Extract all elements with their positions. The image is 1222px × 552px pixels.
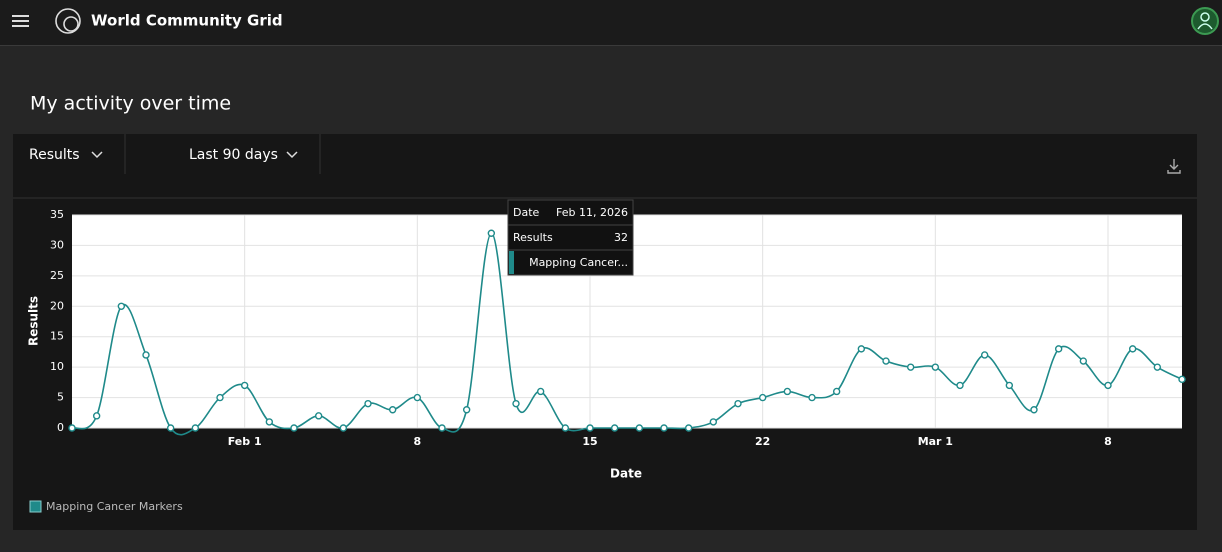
data-point [1128,345,1137,353]
logo [55,8,81,34]
y-tick-label: 0 [57,421,64,434]
data-point [512,399,520,408]
data-point [684,424,693,432]
data-point [339,424,348,432]
x-tick-label: 15 [582,435,597,448]
data-point [635,424,644,432]
x-axis-title: Date [610,467,642,481]
chevron [286,151,298,159]
data-point [758,393,767,402]
x-tick-label: 22 [755,435,770,448]
data-point [610,424,619,432]
data-point [142,351,150,359]
x-tick-label: Feb 1 [228,435,262,448]
tooltip-value: Feb 11, 2026 [556,206,628,219]
range-dropdown[interactable]: Last 90 days [189,147,278,163]
data-point [364,399,372,408]
legend-label: Mapping Cancer Markers [46,500,183,513]
data-point [882,357,890,365]
data-point [660,424,668,432]
data-point [117,302,126,310]
data-point [68,424,76,432]
data-point [586,424,594,432]
data-point [166,424,175,432]
data-point [1178,375,1186,384]
data-point [438,424,446,432]
data-point [191,424,200,432]
y-tick-label: 10 [50,360,64,373]
data-point [265,418,274,426]
data-point [536,387,545,396]
avatar[interactable] [1191,7,1219,35]
menu-button[interactable] [12,15,29,27]
metric-dropdown[interactable]: Results [29,147,80,163]
data-point [1054,345,1063,353]
series-line [71,232,1183,436]
y-tick-label: 25 [50,269,64,282]
data-point [1030,406,1038,414]
tooltip-swatch [509,251,514,274]
tooltip-series: Mapping Cancer... [529,256,628,269]
tooltip-value: 32 [614,231,628,244]
data-point [931,363,940,371]
y-axis-title: Results [27,296,41,346]
data-point [906,363,915,371]
data-point [808,393,816,402]
data-point [1005,381,1014,390]
data-point [290,424,298,432]
x-tick-label: Mar 1 [918,435,953,448]
data-point [92,412,101,420]
download-button[interactable] [1167,159,1181,174]
data-point [956,381,964,390]
chevron [91,151,103,159]
page-heading: My activity over time [30,93,231,115]
tooltip-label: Results [513,231,553,244]
data-point [1153,363,1162,371]
x-tick-label: 8 [1104,435,1112,448]
data-point [832,387,841,396]
y-tick-label: 20 [50,299,64,312]
data-point [487,229,496,237]
data-point [980,351,989,359]
tooltip-box [507,199,634,276]
data-point [388,406,397,414]
app-title: World Community Grid [91,12,283,30]
y-tick-label: 35 [50,208,64,221]
chart: 0 5 10 15 20 25 30 35 Feb 1 8 15 22 Mar 1 8 Mapping Ca… [29,208,1186,513]
top-bar-graphics: World Community Grid [12,7,1219,35]
data-point [709,418,718,426]
data-point [462,406,471,414]
data-point [561,424,570,432]
data-point [1104,381,1112,390]
data-point [734,399,742,408]
data-point [857,345,866,353]
y-tick-label: 15 [50,330,64,343]
content: My activity over time Results Last 90 da… [13,93,1197,530]
x-tick-label: 8 [414,435,422,448]
y-tick-label: 30 [50,238,64,251]
data-point [783,387,792,396]
tooltip-label: Date [513,206,540,219]
data-point [1079,357,1088,365]
legend-swatch[interactable] [29,500,42,513]
data-point [314,412,323,420]
data-point [240,381,249,390]
tooltip: Date Feb 11, 2026 Results 32 Mapping Can… [507,199,634,276]
y-tick-label: 5 [57,391,64,404]
data-point [216,393,224,402]
top-bar: World Community Grid [0,0,1222,46]
data-point [413,393,422,402]
